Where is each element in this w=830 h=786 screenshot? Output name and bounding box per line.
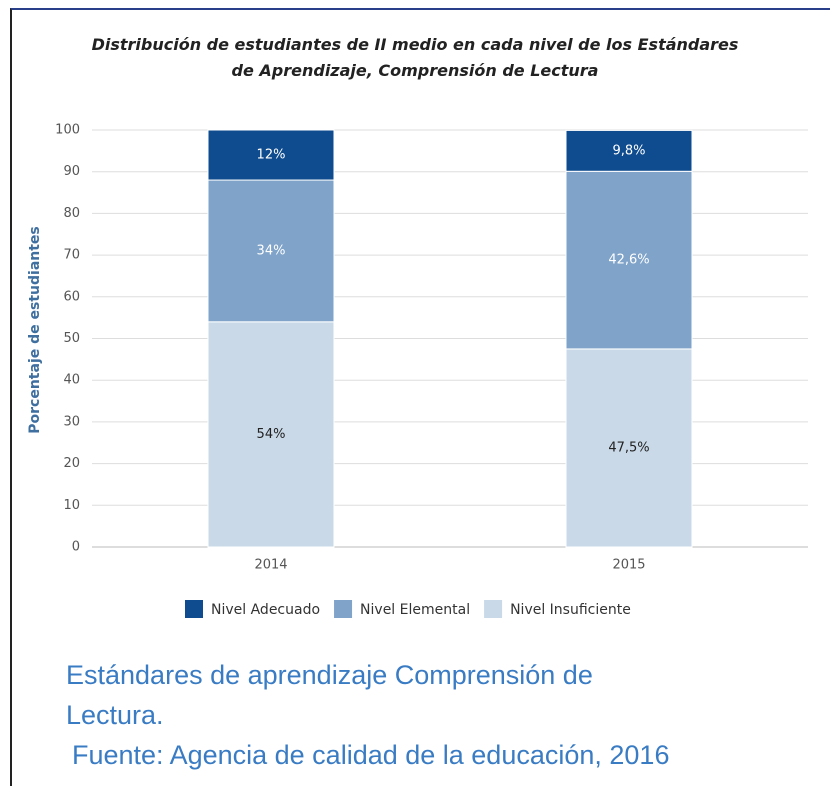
legend-label: Nivel Elemental <box>360 602 470 618</box>
legend-label: Nivel Insuficiente <box>510 602 631 618</box>
data-label: 42,6% <box>608 253 649 268</box>
y-tick-label: 10 <box>63 498 80 513</box>
data-label: 54% <box>257 427 286 442</box>
legend-label: Nivel Adecuado <box>211 602 320 618</box>
y-tick-label: 70 <box>63 248 80 263</box>
data-label: 12% <box>257 148 286 163</box>
chart: Porcentaje de estudiantes 0 10 20 30 40 50 60 7… <box>27 123 808 618</box>
y-tick-label: 80 <box>63 206 80 221</box>
y-axis-title: Porcentaje de estudiantes <box>27 226 43 433</box>
legend-swatch <box>334 600 353 618</box>
chart-title: Distribución de estudiantes de II medio … <box>91 35 739 80</box>
y-tick-label: 30 <box>63 414 80 429</box>
x-tick-label: 2015 <box>612 558 645 573</box>
frame <box>10 8 830 786</box>
y-tick-label: 0 <box>72 540 80 555</box>
y-tick-label: 60 <box>63 289 80 304</box>
legend-swatch <box>484 600 503 618</box>
bar-segment <box>207 129 335 181</box>
bar-segment <box>207 321 335 548</box>
x-tick-label: 2014 <box>254 558 287 573</box>
data-label: 47,5% <box>608 440 649 455</box>
bar-segment <box>207 179 335 323</box>
y-tick-label: 90 <box>63 164 80 179</box>
y-tick-label: 20 <box>63 456 80 471</box>
bar-segment <box>565 170 693 350</box>
caption-source: Fuente: Agencia de calidad de la educaci… <box>72 740 670 770</box>
caption-text: Estándares de aprendizaje Comprensión de… <box>66 660 593 730</box>
y-tick-label: 50 <box>63 331 80 346</box>
legend-swatch <box>185 600 203 618</box>
y-tick-label: 100 <box>55 123 80 138</box>
bar-segment <box>565 129 693 172</box>
data-label: 9,8% <box>612 143 645 158</box>
bar-segment <box>565 348 693 548</box>
data-label: 34% <box>257 243 286 258</box>
y-tick-label: 40 <box>63 373 80 388</box>
